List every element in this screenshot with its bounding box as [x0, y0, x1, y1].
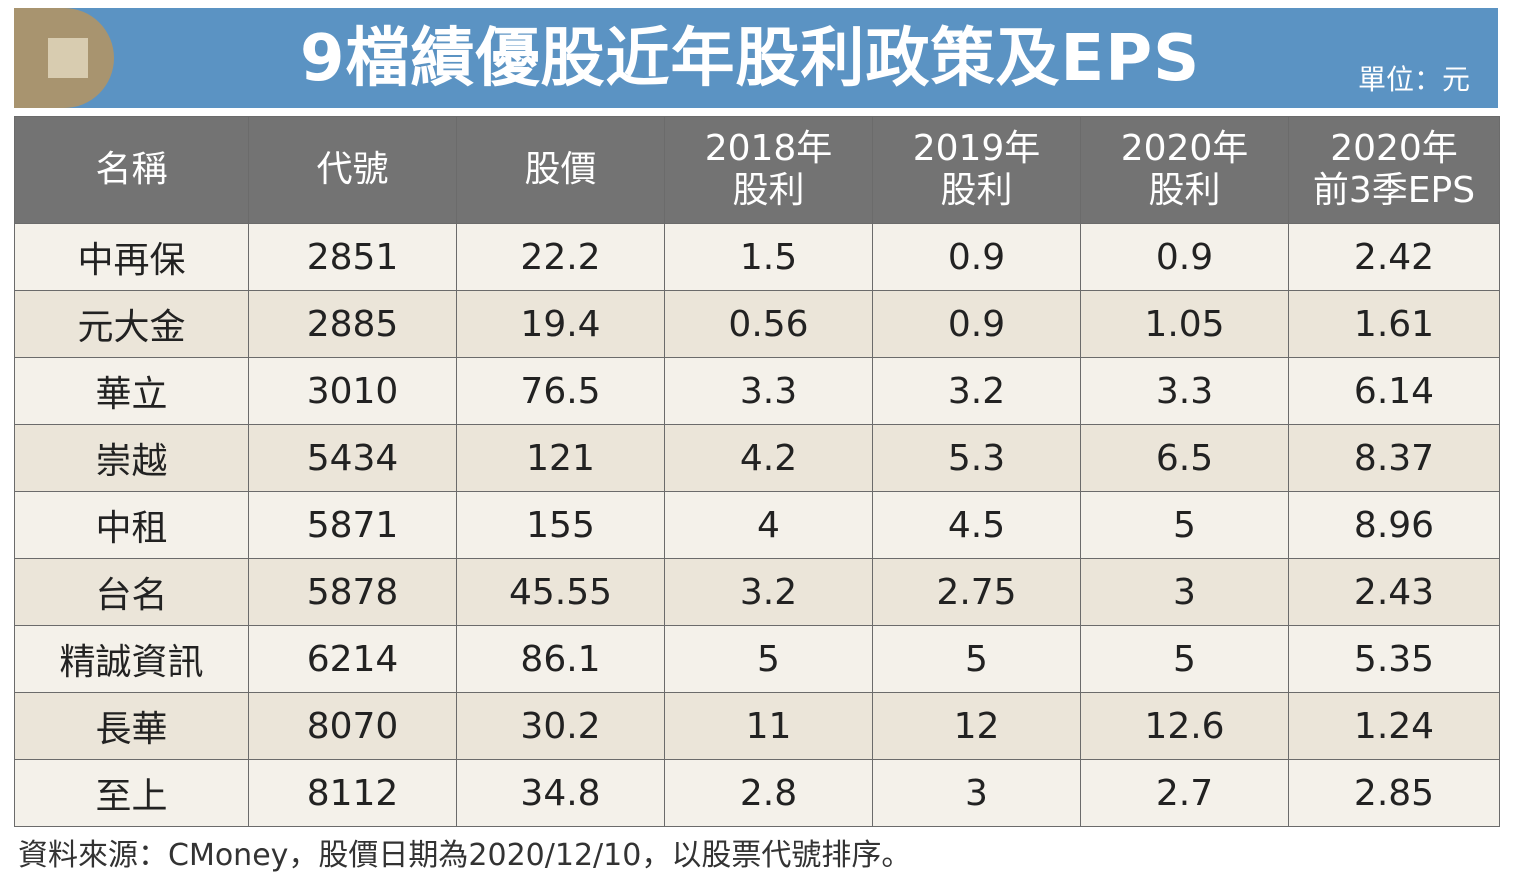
- square-icon: [48, 38, 88, 78]
- table-row: 台名 5878 45.55 3.2 2.75 3 2.43: [14, 558, 1500, 626]
- table-cell: 5878: [248, 558, 457, 626]
- stock-name-cell: 元大金: [14, 290, 249, 358]
- table-cell: 0.9: [1080, 223, 1289, 291]
- column-header-line2: 前3季EPS: [1312, 170, 1476, 211]
- table-cell: 0.9: [872, 223, 1081, 291]
- table-cell: 2.8: [664, 759, 873, 827]
- table-row: 元大金 2885 19.4 0.56 0.9 1.05 1.61: [14, 290, 1500, 358]
- stock-name-cell: 台名: [14, 558, 249, 626]
- table-cell: 1.5: [664, 223, 873, 291]
- data-table: 名稱 代號 股價 2018年 股利 2019年 股利 2020年 股利 2020年 前3季EPS 中…: [14, 116, 1500, 827]
- table-cell: 3: [872, 759, 1081, 827]
- table-row: 中再保 2851 22.2 1.5 0.9 0.9 2.42: [14, 223, 1500, 291]
- stock-name-cell: 華立: [14, 357, 249, 425]
- table-cell: 6.14: [1288, 357, 1500, 425]
- table-row: 長華 8070 30.2 11 12 12.6 1.24: [14, 692, 1500, 760]
- column-header: 2020年 前3季EPS: [1288, 116, 1500, 224]
- table-row: 精誠資訊 6214 86.1 5 5 5 5.35: [14, 625, 1500, 693]
- column-header-line1: 2020年: [1330, 128, 1458, 169]
- table-cell: 30.2: [456, 692, 665, 760]
- table-cell: 86.1: [456, 625, 665, 693]
- column-header: 2019年 股利: [872, 116, 1081, 224]
- table-cell: 5.3: [872, 424, 1081, 492]
- table-cell: 2.43: [1288, 558, 1500, 626]
- column-header-line1: 2018年: [704, 128, 833, 169]
- source-note: 資料來源：CMoney，股價日期為2020/12/10，以股票代號排序。: [18, 838, 912, 873]
- table-cell: 76.5: [456, 357, 665, 425]
- table-cell: 121: [456, 424, 665, 492]
- table-cell: 0.9: [872, 290, 1081, 358]
- table-cell: 11: [664, 692, 873, 760]
- table-cell: 5: [872, 625, 1081, 693]
- column-header-line2: 股利: [1148, 170, 1221, 211]
- table-cell: 3: [1080, 558, 1289, 626]
- table-cell: 8.37: [1288, 424, 1500, 492]
- table-cell: 4.5: [872, 491, 1081, 559]
- table-row: 華立 3010 76.5 3.3 3.2 3.3 6.14: [14, 357, 1500, 425]
- stock-name-cell: 中再保: [14, 223, 249, 291]
- table-cell: 2885: [248, 290, 457, 358]
- table-row: 至上 8112 34.8 2.8 3 2.7 2.85: [14, 759, 1500, 827]
- table-cell: 2.85: [1288, 759, 1500, 827]
- table-cell: 19.4: [456, 290, 665, 358]
- stock-name-cell: 至上: [14, 759, 249, 827]
- table-body: 中再保 2851 22.2 1.5 0.9 0.9 2.42 元大金 2885 19.4 0.56 0…: [14, 223, 1500, 827]
- table-cell: 5.35: [1288, 625, 1500, 693]
- table-cell: 4: [664, 491, 873, 559]
- header-row: 名稱 代號 股價 2018年 股利 2019年 股利 2020年 股利 2020年 前3季EPS: [14, 116, 1500, 224]
- column-header: 2018年 股利: [664, 116, 873, 224]
- table-cell: 3.2: [872, 357, 1081, 425]
- column-header: 名稱: [14, 116, 249, 224]
- unit-label: 單位：元: [1357, 63, 1470, 96]
- table-cell: 3010: [248, 357, 457, 425]
- column-header-line1: 代號: [316, 149, 389, 190]
- table-row: 崇越 5434 121 4.2 5.3 6.5 8.37: [14, 424, 1500, 492]
- table-cell: 2.42: [1288, 223, 1500, 291]
- table-cell: 4.2: [664, 424, 873, 492]
- chart-title: 9檔績優股近年股利政策及EPS: [300, 22, 1201, 96]
- table-cell: 2.7: [1080, 759, 1289, 827]
- table-cell: 6.5: [1080, 424, 1289, 492]
- stock-name-cell: 崇越: [14, 424, 249, 492]
- table-cell: 45.55: [456, 558, 665, 626]
- table-cell: 0.56: [664, 290, 873, 358]
- stock-name-cell: 長華: [14, 692, 249, 760]
- table-cell: 1.05: [1080, 290, 1289, 358]
- table-cell: 8112: [248, 759, 457, 827]
- column-header-line2: 股利: [732, 170, 805, 211]
- table-cell: 34.8: [456, 759, 665, 827]
- table-cell: 3.2: [664, 558, 873, 626]
- stock-name-cell: 中租: [14, 491, 249, 559]
- table-cell: 22.2: [456, 223, 665, 291]
- table-cell: 5871: [248, 491, 457, 559]
- title-banner: [14, 8, 1498, 108]
- table-cell: 12: [872, 692, 1081, 760]
- column-header: 股價: [456, 116, 665, 224]
- table-row: 中租 5871 155 4 4.5 5 8.96: [14, 491, 1500, 559]
- column-header-line1: 名稱: [95, 149, 168, 190]
- column-header: 代號: [248, 116, 457, 224]
- table-cell: 2851: [248, 223, 457, 291]
- table-cell: 5: [1080, 491, 1289, 559]
- table-cell: 5: [1080, 625, 1289, 693]
- table-cell: 1.61: [1288, 290, 1500, 358]
- column-header-line2: 股利: [940, 170, 1013, 211]
- table-cell: 155: [456, 491, 665, 559]
- table-cell: 3.3: [664, 357, 873, 425]
- table-cell: 8.96: [1288, 491, 1500, 559]
- column-header-line1: 2020年: [1120, 128, 1249, 169]
- column-header-line1: 2019年: [912, 128, 1041, 169]
- table-cell: 3.3: [1080, 357, 1289, 425]
- column-header: 2020年 股利: [1080, 116, 1289, 224]
- table-cell: 1.24: [1288, 692, 1500, 760]
- table-cell: 2.75: [872, 558, 1081, 626]
- table-cell: 8070: [248, 692, 457, 760]
- stock-name-cell: 精誠資訊: [14, 625, 249, 693]
- table-cell: 6214: [248, 625, 457, 693]
- table-cell: 5434: [248, 424, 457, 492]
- table-cell: 12.6: [1080, 692, 1289, 760]
- table-cell: 5: [664, 625, 873, 693]
- column-header-line1: 股價: [524, 149, 597, 190]
